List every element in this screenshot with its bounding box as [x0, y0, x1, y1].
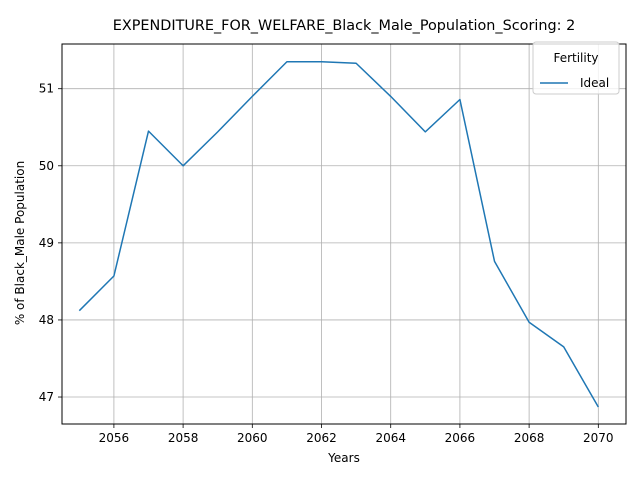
x-tick-label: 2066 [445, 431, 476, 445]
x-tick-label: 2056 [99, 431, 130, 445]
x-axis-ticks: 2056 2058 2060 2062 2064 2066 2068 2070 [99, 424, 614, 445]
y-tick-label: 48 [39, 313, 54, 327]
legend: Fertility Ideal [532, 41, 620, 95]
grid-lines [62, 44, 626, 424]
y-tick-label: 50 [39, 159, 54, 173]
x-tick-label: 2062 [306, 431, 337, 445]
series-line-ideal [78, 60, 599, 408]
x-axis-label: Years [327, 451, 360, 465]
x-tick-label: 2068 [514, 431, 545, 445]
x-tick-label: 2060 [237, 431, 268, 445]
legend-label-ideal: Ideal [580, 76, 609, 90]
x-tick-label: 2070 [583, 431, 614, 445]
y-tick-label: 49 [39, 236, 54, 250]
y-axis-label: % of Black_Male Population [13, 161, 27, 325]
legend-title: Fertility [553, 51, 598, 65]
y-tick-label: 51 [39, 82, 54, 96]
plot-frame [61, 43, 627, 425]
x-tick-label: 2064 [375, 431, 406, 445]
y-axis-ticks: 47 48 49 50 51 [39, 82, 62, 404]
x-tick-label: 2058 [168, 431, 199, 445]
series-group [78, 60, 599, 408]
legend-box [532, 41, 620, 95]
y-tick-label: 47 [39, 390, 54, 404]
chart-title: EXPENDITURE_FOR_WELFARE_Black_Male_Popul… [113, 18, 575, 34]
